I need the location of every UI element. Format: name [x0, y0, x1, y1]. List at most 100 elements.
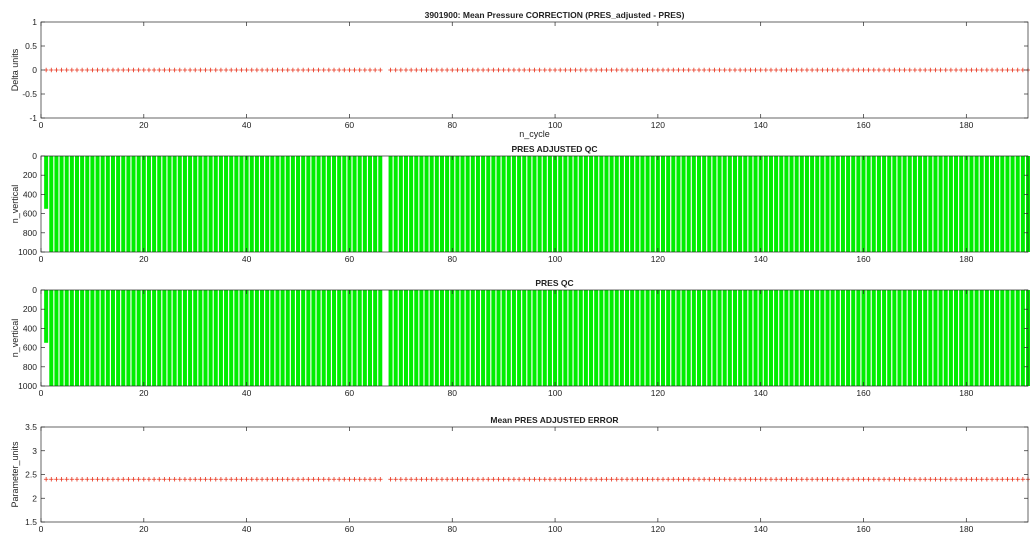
data-point-marker — [907, 67, 912, 73]
qc-bar — [928, 156, 933, 252]
qc-bar — [265, 290, 270, 386]
qc-bar — [218, 156, 223, 252]
qc-bar — [491, 156, 496, 252]
qc-bar — [918, 156, 923, 252]
qc-bar — [74, 290, 79, 386]
data-point-marker — [414, 477, 419, 482]
data-point-marker — [357, 67, 362, 73]
data-point-marker — [316, 67, 321, 73]
data-point-marker — [187, 477, 193, 482]
data-point-marker — [311, 477, 316, 482]
qc-bar — [774, 290, 779, 386]
qc-bar — [475, 290, 480, 386]
data-point-marker — [414, 67, 419, 73]
qc-bar — [840, 156, 845, 252]
data-point-marker — [588, 477, 594, 482]
qc-bar — [948, 290, 953, 386]
qc-bar — [208, 156, 213, 252]
qc-bar — [285, 290, 290, 386]
qc-bar — [691, 290, 696, 386]
qc-bar — [1015, 156, 1020, 252]
qc-bar — [455, 290, 460, 386]
qc-bar — [583, 290, 588, 386]
x-tick-label: 80 — [448, 524, 458, 534]
data-point-marker — [218, 67, 224, 73]
data-point-marker — [953, 67, 959, 73]
qc-bar — [465, 156, 470, 252]
qc-bar — [188, 156, 193, 252]
qc-bar — [141, 290, 146, 386]
qc-bar — [804, 156, 809, 252]
qc-bar — [763, 156, 768, 252]
data-point-marker — [424, 67, 429, 73]
data-point-marker — [635, 67, 640, 73]
qc-bar — [810, 290, 815, 386]
qc-bar — [254, 156, 259, 252]
data-point-marker — [208, 67, 213, 73]
data-point-marker — [938, 67, 943, 73]
qc-bar — [203, 156, 208, 252]
data-point-marker — [599, 67, 604, 73]
qc-bar — [640, 290, 645, 386]
data-point-marker — [958, 67, 964, 73]
qc-bar — [717, 290, 722, 386]
data-point-marker — [640, 67, 645, 73]
qc-bar — [136, 156, 141, 252]
data-point-marker — [979, 477, 984, 482]
qc-bar — [429, 290, 434, 386]
qc-bar — [768, 156, 773, 252]
qc-bar — [146, 156, 151, 252]
data-point-marker — [588, 67, 594, 73]
qc-bar — [193, 156, 198, 252]
qc-bar — [671, 156, 676, 252]
data-point-marker — [892, 67, 897, 73]
data-point-marker — [902, 477, 907, 482]
x-tick-label: 140 — [754, 388, 768, 398]
x-tick-label: 160 — [856, 524, 870, 534]
qc-bar — [743, 290, 748, 386]
qc-bar — [347, 156, 352, 252]
data-point-marker — [316, 477, 321, 482]
data-point-marker — [784, 67, 789, 73]
data-point-marker — [964, 477, 969, 482]
data-point-marker — [300, 477, 306, 482]
qc-bar — [846, 290, 851, 386]
qc-bar — [136, 290, 141, 386]
data-point-marker — [701, 477, 707, 482]
data-point-marker — [90, 67, 95, 73]
data-point-marker — [388, 477, 393, 482]
chart-title: 3901900: Mean Pressure CORRECTION (PRES_… — [425, 10, 685, 20]
qc-bar — [563, 156, 568, 252]
qc-bar — [229, 290, 234, 386]
data-point-marker — [732, 67, 738, 73]
qc-bar — [80, 156, 85, 252]
y-tick-label: 200 — [23, 170, 37, 180]
qc-bar — [517, 156, 522, 252]
qc-bar — [121, 156, 126, 252]
data-point-marker — [619, 67, 625, 73]
data-point-marker — [516, 477, 522, 482]
y-tick-label: 400 — [23, 323, 37, 333]
data-point-marker — [331, 477, 337, 482]
data-point-marker — [352, 477, 357, 482]
data-point-marker — [815, 477, 820, 482]
qc-bar — [990, 156, 995, 252]
y-tick-label: 0 — [32, 65, 37, 75]
qc-bar — [491, 290, 496, 386]
data-point-marker — [229, 477, 234, 482]
data-point-marker — [378, 477, 383, 482]
qc-bar — [856, 290, 861, 386]
data-point-marker — [270, 67, 275, 73]
data-point-marker — [532, 477, 537, 482]
data-point-marker — [522, 67, 527, 73]
qc-bar — [825, 156, 830, 252]
data-point-marker — [342, 67, 347, 73]
qc-bar — [609, 156, 614, 252]
data-point-marker — [450, 477, 455, 482]
data-point-marker — [213, 67, 218, 73]
data-point-marker — [773, 477, 779, 482]
qc-bar — [1005, 156, 1010, 252]
data-point-marker — [583, 477, 589, 482]
qc-bar — [912, 156, 917, 252]
data-point-marker — [979, 67, 984, 73]
